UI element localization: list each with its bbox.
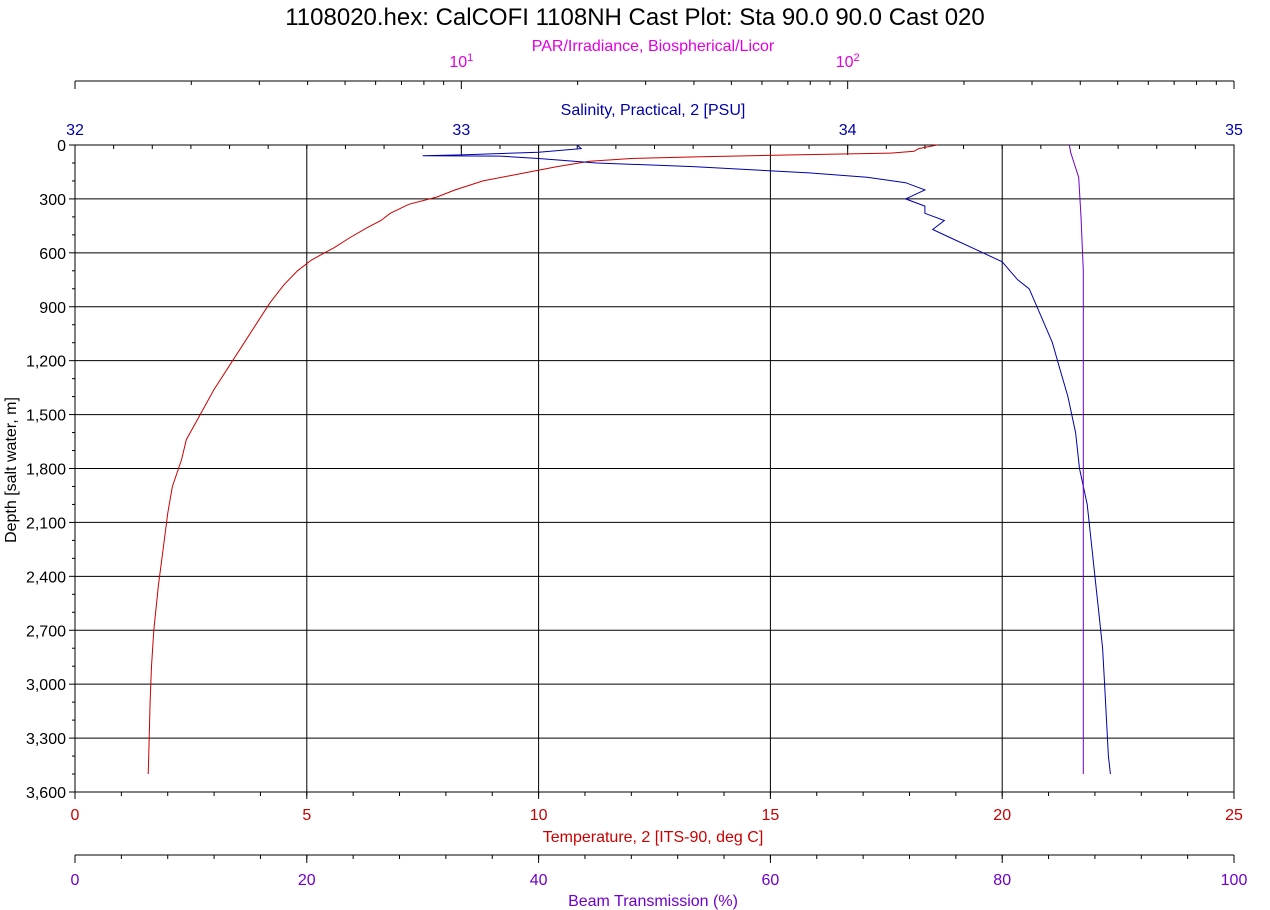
salinity-profile-line [422, 144, 1111, 775]
temperature-tick-label: 0 [71, 807, 80, 824]
depth-tick-label: 3,600 [26, 785, 66, 802]
depth-tick-label: 1,500 [26, 408, 66, 425]
temperature-tick-label: 5 [302, 807, 311, 824]
depth-tick-label: 900 [39, 300, 66, 317]
depth-tick-label: 2,400 [26, 569, 66, 586]
beam-tick-label: 80 [993, 872, 1011, 889]
plot-axes: 03006009001,2001,5001,8002,1002,4002,700… [26, 52, 1247, 889]
chart-title: 1108020.hex: CalCOFI 1108NH Cast Plot: S… [285, 4, 985, 31]
plot-series [147, 144, 1111, 775]
temperature-tick-label: 20 [993, 807, 1011, 824]
depth-tick-label: 600 [39, 246, 66, 263]
depth-tick-label: 1,200 [26, 354, 66, 371]
temperature-tick-label: 10 [530, 807, 548, 824]
temperature-tick-label: 25 [1225, 807, 1243, 824]
depth-tick-label: 1,800 [26, 462, 66, 479]
salinity-tick-label: 33 [452, 122, 470, 139]
salinity-tick-label: 32 [66, 122, 84, 139]
salinity-tick-label: 34 [839, 122, 857, 139]
salinity-axis-label: Salinity, Practical, 2 [PSU] [561, 102, 746, 119]
par-tick-label: 102 [836, 52, 860, 71]
depth-tick-label: 300 [39, 192, 66, 209]
depth-tick-label: 3,000 [26, 677, 66, 694]
depth-tick-label: 2,100 [26, 515, 66, 532]
beam-tick-label: 60 [762, 872, 780, 889]
beam-profile-line [1068, 144, 1084, 774]
par-axis-label: PAR/Irradiance, Biospherical/Licor [532, 38, 775, 55]
depth-tick-label: 2,700 [26, 623, 66, 640]
temperature-tick-label: 15 [762, 807, 780, 824]
depth-tick-label: 3,300 [26, 731, 66, 748]
salinity-tick-label: 35 [1225, 122, 1243, 139]
temperature-profile-line [147, 144, 938, 775]
par-tick-label: 101 [449, 52, 473, 71]
beam-tick-label: 100 [1221, 872, 1248, 889]
depth-axis-label: Depth [salt water, m] [3, 397, 20, 543]
beam-axis-label: Beam Transmission (%) [568, 893, 738, 910]
beam-tick-label: 40 [530, 872, 548, 889]
depth-tick-label: 0 [57, 138, 66, 155]
temperature-axis-label: Temperature, 2 [ITS-90, deg C] [543, 829, 764, 846]
plot-grid [74, 144, 1235, 793]
beam-tick-label: 20 [298, 872, 316, 889]
beam-tick-label: 0 [71, 872, 80, 889]
